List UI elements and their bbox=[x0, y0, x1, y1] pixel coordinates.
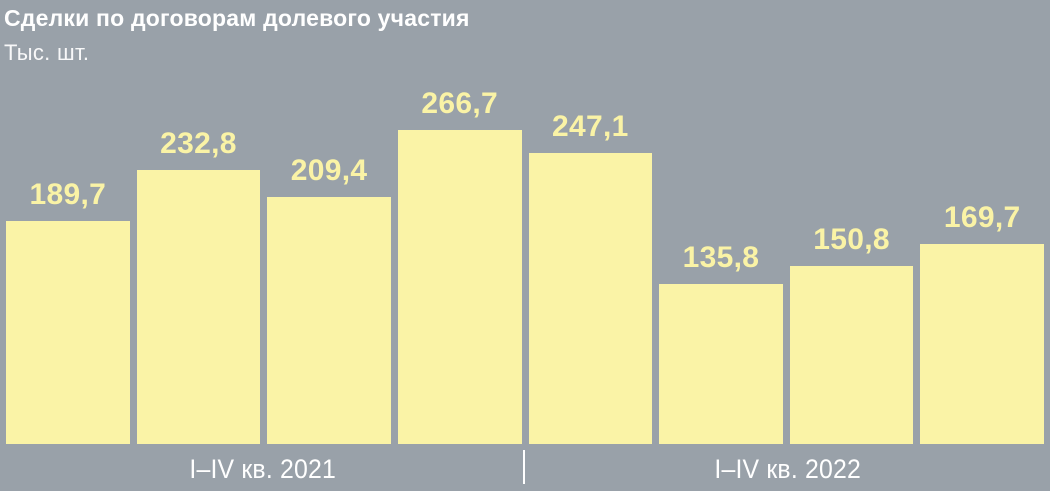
axis-group-label-2021: I–IV кв. 2021 bbox=[189, 453, 336, 484]
bar-value-label: 209,4 bbox=[290, 154, 368, 187]
bar-value-label: 189,7 bbox=[29, 178, 107, 211]
bar bbox=[267, 197, 391, 444]
chart-subtitle: Тыс. шт. bbox=[4, 40, 90, 66]
bar bbox=[528, 153, 653, 444]
bar bbox=[659, 284, 783, 444]
chart-title: Сделки по договорам долевого участия bbox=[4, 5, 470, 31]
axis-group-2021: I–IV кв. 2021 bbox=[0, 444, 525, 491]
bar-value-label: 232,8 bbox=[160, 127, 237, 160]
bar bbox=[920, 244, 1044, 444]
x-axis: I–IV кв. 2021 I–IV кв. 2022 bbox=[0, 444, 1050, 491]
bar-column: 189,7 bbox=[6, 178, 130, 444]
bar-column: 232,8 bbox=[136, 127, 261, 444]
bar-column: 150,8 bbox=[789, 223, 914, 444]
axis-group-label-2022: I–IV кв. 2022 bbox=[714, 453, 861, 484]
bar-value-label: 247,1 bbox=[552, 110, 629, 143]
bar-chart: 189,7 232,8 209,4 266,7 247,1 135,8 150,8 169,7 bbox=[0, 75, 1050, 444]
bar-value-label: 150,8 bbox=[813, 223, 890, 256]
bar-column: 169,7 bbox=[920, 201, 1044, 444]
bar-value-label: 135,8 bbox=[682, 241, 760, 274]
group-divider bbox=[523, 450, 525, 484]
bar-column: 266,7 bbox=[397, 87, 522, 444]
bar-column: 247,1 bbox=[528, 110, 653, 444]
bar bbox=[6, 221, 130, 444]
bar bbox=[136, 170, 261, 444]
bar-value-label: 266,7 bbox=[421, 87, 498, 120]
bar-column: 209,4 bbox=[267, 154, 391, 444]
bar-column: 135,8 bbox=[659, 241, 783, 444]
bar bbox=[397, 130, 522, 444]
axis-group-2022: I–IV кв. 2022 bbox=[525, 444, 1050, 491]
bar-value-label: 169,7 bbox=[943, 201, 1021, 234]
chart-header: Сделки по договорам долевого участия Тыс… bbox=[0, 0, 1050, 75]
bar bbox=[789, 266, 914, 444]
